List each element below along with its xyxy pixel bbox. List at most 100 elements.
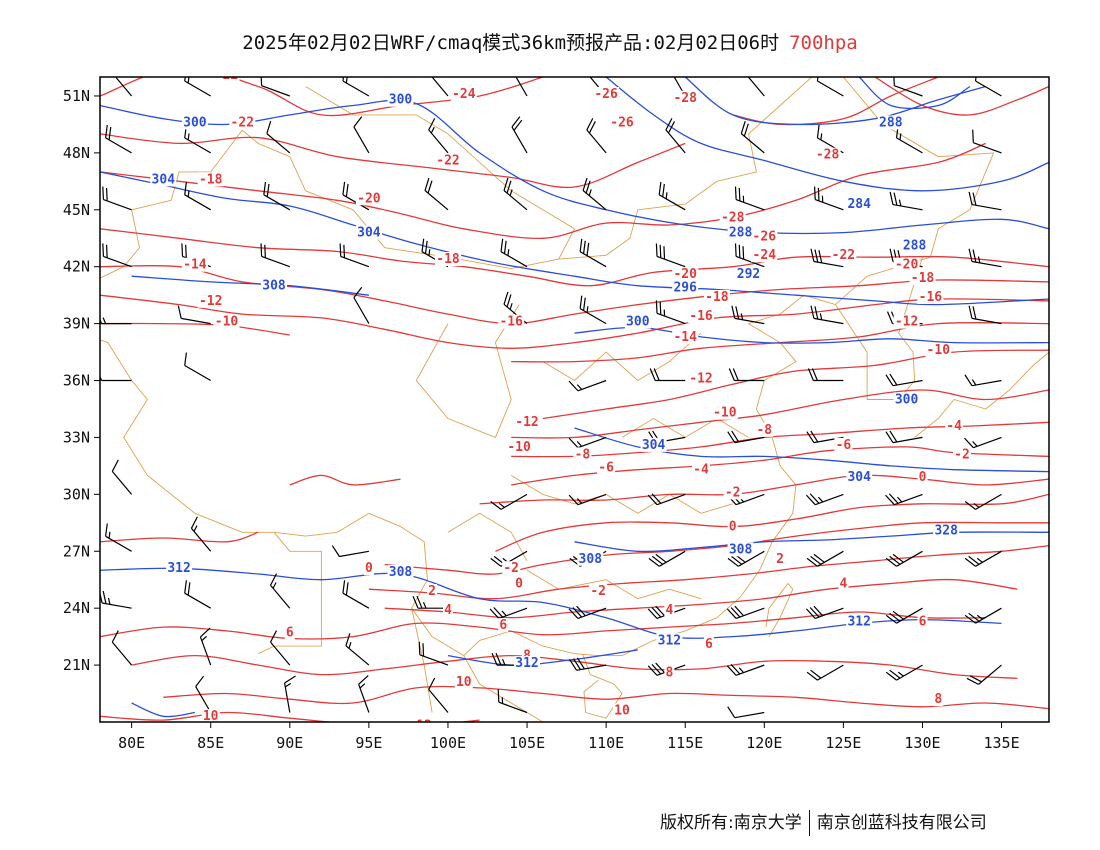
wind-barb <box>889 191 923 211</box>
contour-label-background <box>672 267 699 282</box>
lon-tick-label: 110E <box>588 734 624 752</box>
contour-label-background <box>917 290 944 304</box>
contour-label-background <box>838 576 849 591</box>
height-label: 308 <box>579 552 603 567</box>
height-label: 300 <box>895 392 919 407</box>
temperature-label: -2 <box>590 584 606 599</box>
contour-label-background <box>893 392 920 407</box>
contour-label-background <box>363 561 374 576</box>
wind-barb <box>964 493 1002 510</box>
contour-label-background <box>166 561 193 576</box>
wind-barb <box>728 368 765 382</box>
wind-barb <box>806 664 844 681</box>
contour-label-background <box>514 415 540 430</box>
wind-barb <box>968 305 1002 325</box>
wind-barb <box>418 641 449 666</box>
contour-label-background <box>893 257 920 272</box>
wind-barb <box>503 177 528 211</box>
wind-barb <box>893 77 923 97</box>
wind-barb <box>184 181 211 211</box>
contour-label-background <box>498 314 525 329</box>
contour-label-background <box>514 576 525 591</box>
temperature-label: -12 <box>689 372 712 387</box>
wind-barb <box>582 177 607 211</box>
lon-tick-label: 135E <box>983 734 1019 752</box>
temperature-label: -16 <box>499 315 523 330</box>
contour-label-background <box>664 665 675 680</box>
temperature-label: -22 <box>436 153 459 168</box>
wind-barb <box>428 77 449 97</box>
wind-barb <box>184 352 211 382</box>
temperature-label: 4 <box>444 603 452 618</box>
contour-label-background <box>901 238 928 253</box>
contour-label-background <box>933 523 960 538</box>
contour-label-background <box>917 614 928 629</box>
contour-label-background <box>672 90 699 105</box>
contour-label-background <box>688 371 714 386</box>
contour-label-background <box>692 462 710 477</box>
wind-barb <box>269 630 291 666</box>
temperature-label: -12 <box>895 315 918 330</box>
lon-tick-label: 90E <box>276 734 303 752</box>
lat-tick-label: 33N <box>63 428 90 446</box>
wind-barb <box>511 116 528 154</box>
lat-tick-label: 36N <box>63 372 90 390</box>
contour-label-background <box>415 718 434 722</box>
lon-tick-label: 85E <box>197 734 224 752</box>
country-borders <box>100 77 1049 722</box>
contour-label-background <box>181 257 208 272</box>
height-label: 308 <box>389 565 413 580</box>
contour-label-background <box>688 308 714 323</box>
wind-barb <box>266 121 291 154</box>
lon-tick-label: 80E <box>118 734 145 752</box>
chart-title: 2025年02月02日WRF/cmaq模式36km预报产品:02月02日06时 7… <box>0 28 1100 55</box>
contour-label-background <box>830 248 857 263</box>
contour-label-background <box>917 470 928 485</box>
contour-label-background <box>775 551 786 566</box>
lat-tick-label: 39N <box>63 315 90 333</box>
temperature-label: 0 <box>365 561 373 576</box>
contour-label-background <box>355 225 382 240</box>
contour-label-background <box>355 191 382 206</box>
contour-label-background <box>593 87 620 101</box>
wind-barb <box>568 379 607 392</box>
temperature-label: -20 <box>673 267 697 282</box>
contour-labels: -22-22-24 -26-26-28-22-18-20-28-28-26-24-… <box>150 77 971 734</box>
contour-label-background <box>945 419 964 433</box>
wind-barb <box>807 368 844 382</box>
height-label: 300 <box>626 315 650 330</box>
wind-barb <box>740 121 765 154</box>
contour-label-background <box>597 460 616 475</box>
contour-label-background <box>877 115 904 130</box>
wind-barb <box>489 607 528 620</box>
temperature-label: -2 <box>954 447 970 462</box>
contour-label-background <box>719 210 746 225</box>
temperature-label: 4 <box>839 576 847 591</box>
temperature-label: -24 <box>753 248 777 263</box>
temperature-label: -26 <box>594 87 618 102</box>
credit-line: 版权所有:南京大学 南京创蓝科技有限公司 <box>660 808 987 836</box>
temperature-label: 12 <box>416 719 432 734</box>
wind-barb <box>353 116 370 154</box>
lat-tick-label: 27N <box>63 542 90 560</box>
lat-tick-label: 30N <box>63 485 90 503</box>
wind-barb <box>190 516 212 552</box>
temperature-label: -8 <box>575 447 591 462</box>
wind-barb <box>100 311 132 325</box>
wind-barb <box>964 550 1002 567</box>
contour-label-background <box>435 252 461 266</box>
height-label: 304 <box>642 438 666 453</box>
wind-barb <box>649 368 686 382</box>
temperature-label: -6 <box>598 461 614 476</box>
contour-label-background <box>573 447 592 462</box>
contour-label-background <box>846 197 873 211</box>
lon-tick-label: 105E <box>509 734 545 752</box>
credit-separator <box>808 810 810 836</box>
temperature-label: -10 <box>713 406 737 421</box>
contour-label-background <box>213 314 240 329</box>
lon-tick-label: 130E <box>904 734 940 752</box>
axis-ticks: 80E 85E 90E 95E 100E 105E 110E 115E 120E 125E 130E… <box>63 87 1020 752</box>
contour-label-background <box>284 625 295 640</box>
contour-label-background <box>387 92 414 107</box>
